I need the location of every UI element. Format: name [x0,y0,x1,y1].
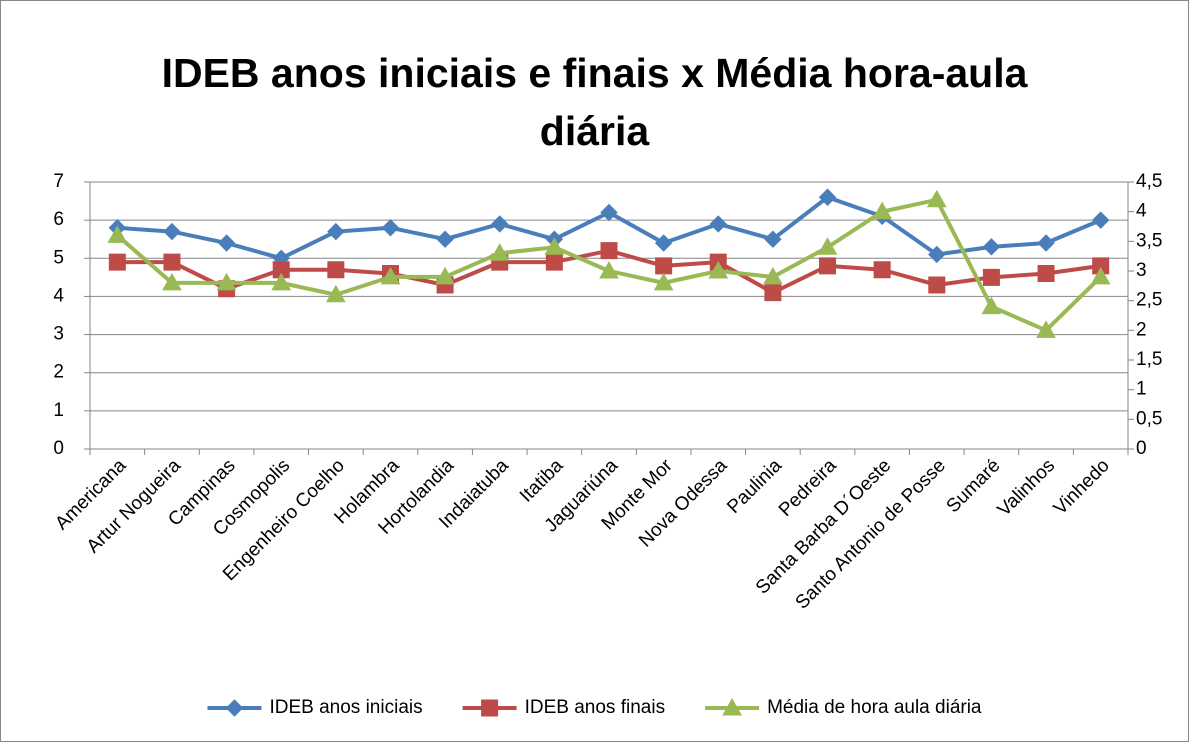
series-marker [982,238,1001,256]
y2-tick-label: 3 [1136,260,1147,281]
series-marker [928,276,946,294]
y2-tick-label: 3,5 [1136,230,1162,251]
series-marker [1037,265,1055,283]
series-marker [491,215,509,233]
series-marker [216,272,237,291]
series-marker [435,266,455,285]
legend-label: IDEB anos iniciais [269,697,422,718]
series-marker [108,253,126,271]
series-marker [708,260,729,279]
series-marker [655,257,673,275]
series-marker [1036,320,1056,338]
series-marker [327,261,345,279]
series-marker [764,284,782,302]
series-marker [436,230,454,248]
y-tick-label: 2 [53,362,64,383]
series-marker [709,215,727,233]
legend-marker [481,699,499,717]
series-marker [982,268,1000,286]
series-marker [1037,234,1055,252]
chart-title: IDEB anos iniciais e finais x Média hora… [161,50,1028,154]
series-marker [380,266,401,285]
y-tick-label: 4 [53,285,64,306]
legend-marker [225,699,244,717]
y2-tick-label: 2 [1136,319,1147,340]
series-marker [872,201,893,220]
y2-tick-label: 0 [1136,438,1147,459]
series-marker [817,237,838,255]
x-tick-label: Artur Nogueira [83,455,186,558]
y-tick-label: 0 [53,438,64,459]
series-marker [272,261,290,279]
series-marker [1092,257,1110,275]
series-marker [599,260,619,279]
series-marker [600,242,618,260]
legend-label: Média de hora aula diária [767,697,982,718]
y2-tick-label: 4,5 [1136,171,1162,192]
series-marker [1090,266,1111,285]
series-marker [162,272,182,291]
x-tick-label: Itatiba [516,455,568,507]
series-marker [819,257,837,275]
x-tick-label: Valinhos [994,455,1059,520]
series-marker [764,230,782,248]
series-marker [763,266,783,285]
y-tick-label: 3 [53,324,64,345]
y-tick-label: 6 [53,209,64,230]
series-marker [381,219,400,237]
series-marker [926,189,947,208]
series-marker [325,284,346,303]
y-tick-label: 7 [53,171,64,192]
series-marker [163,222,181,241]
y2-tick-label: 0,5 [1136,408,1162,429]
series-marker [981,296,1002,315]
y2-tick-label: 1 [1136,379,1147,400]
y-tick-label: 5 [53,247,64,268]
legend: IDEB anos iniciais IDEB anos finais Média … [207,697,982,718]
series-marker [163,253,181,271]
series-marker [654,234,673,252]
series-marker [1091,211,1110,229]
series-marker [217,234,236,252]
series-marker [544,237,565,255]
y2-tick-label: 1,5 [1136,349,1162,370]
y-tick-label: 1 [53,400,64,421]
legend-label: IDEB anos finais [525,697,665,718]
y2-tick-label: 4 [1136,201,1147,222]
x-tick-label: Vinhedo [1050,455,1114,519]
legend-marker [722,697,742,716]
series-marker [653,272,674,291]
series-marker [873,261,891,279]
y2-tick-label: 2,5 [1136,290,1162,311]
series-marker [818,188,837,206]
series-marker [928,245,946,264]
series-marker [600,203,618,222]
series-marker [489,243,510,261]
series-marker [271,272,292,291]
series-marker [107,225,128,243]
series-marker [327,222,345,241]
series-marker [545,253,563,271]
